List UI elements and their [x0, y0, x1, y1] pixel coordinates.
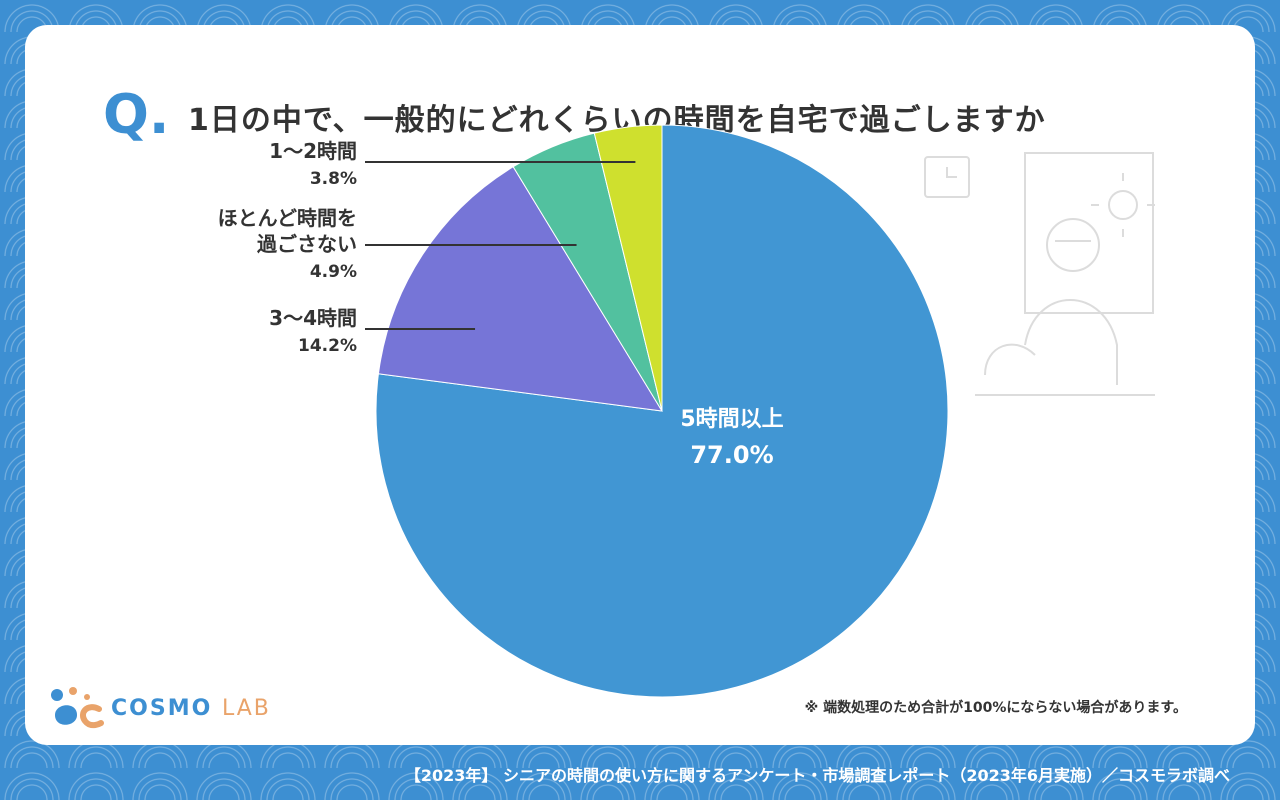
pie-slice-1-2h [593, 124, 663, 412]
slice-name: 5時間以上 [680, 407, 784, 432]
slice-name-line1: ほとんど時間を [217, 206, 357, 230]
slice-percent: 77.0% [690, 441, 774, 469]
logo-text: COSMO LAB [111, 696, 271, 721]
slice-label-1-2h: 1〜2時間 3.8% [269, 138, 357, 194]
slice-percent: 14.2% [298, 336, 357, 356]
slice-name: 1〜2時間 [269, 139, 357, 163]
source-footer: 【2023年】 シニアの時間の使い方に関するアンケート・市場調査レポート（202… [404, 766, 1230, 785]
pie-chart [365, 124, 949, 698]
senior-illustration [924, 152, 1155, 396]
chart-card: Q. 1日の中で、一般的にどれくらいの時間を自宅で過ごしますか 5時間以上 77… [25, 25, 1255, 745]
logo-text-cosmo: COSMO [111, 695, 213, 721]
logo-mark-icon [51, 687, 104, 729]
logo-text-lab: LAB [221, 695, 271, 721]
slice-percent: 3.8% [309, 169, 357, 189]
cosmo-lab-logo: COSMO LAB [47, 685, 271, 731]
slice-label-5h-plus: 5時間以上 77.0% [622, 405, 842, 475]
slice-name: 3〜4時間 [269, 306, 357, 330]
slice-percent: 4.9% [309, 262, 357, 282]
slice-label-rarely: ほとんど時間を 過ごさない 4.9% [218, 205, 357, 287]
slice-label-3-4h: 3〜4時間 14.2% [269, 305, 357, 361]
slice-name-line2: 過ごさない [257, 232, 357, 256]
rounding-note: ※ 端数処理のため合計が100%にならない場合があります。 [804, 700, 1187, 716]
pie-slice-3-4h [377, 166, 663, 412]
question-mark: Q. [103, 83, 170, 146]
